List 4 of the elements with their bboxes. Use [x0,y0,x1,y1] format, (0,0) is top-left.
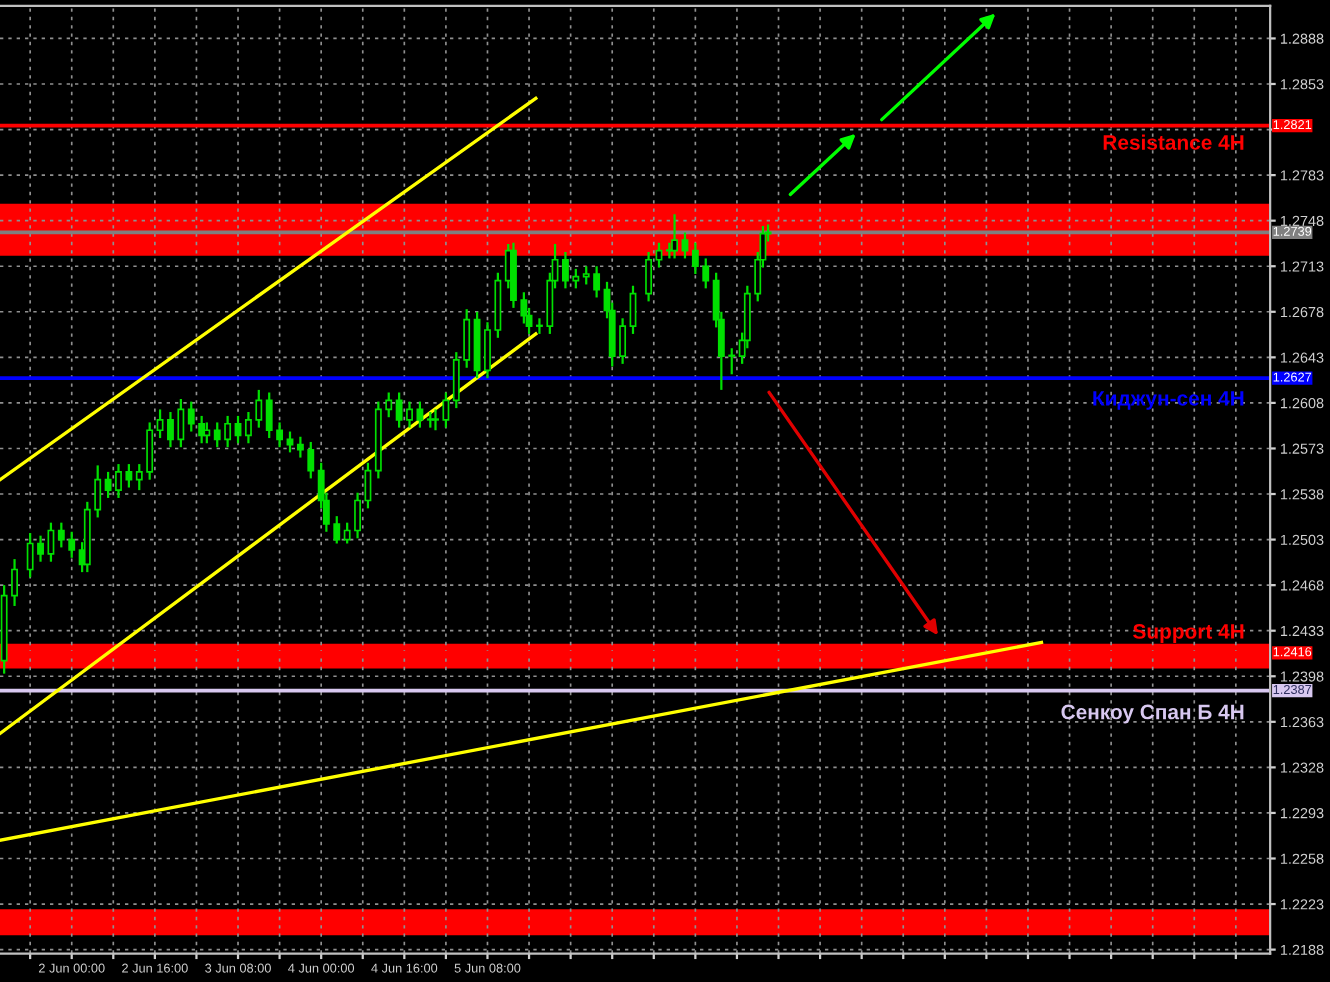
annotation: Resistance 4H [1103,134,1244,150]
annotation: Support 4H [1133,624,1244,643]
annotation: Сенкоу Спан Б 4H [1061,704,1244,724]
annotation: Киджун-сен 4H [1093,391,1244,410]
